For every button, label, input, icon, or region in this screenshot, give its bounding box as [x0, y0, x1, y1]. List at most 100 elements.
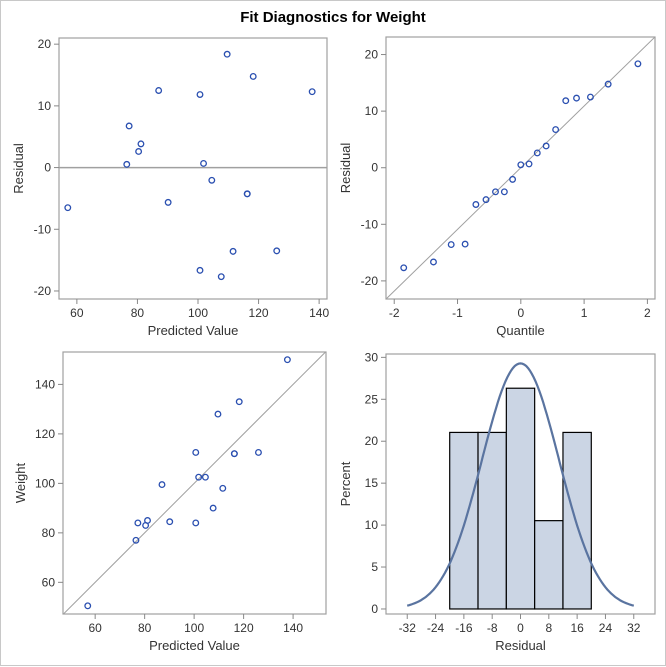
data-point — [249, 72, 257, 80]
chart-title: Fit Diagnostics for Weight — [240, 9, 426, 26]
data-point — [192, 448, 200, 456]
y-tick-label: 25 — [365, 392, 379, 406]
y-axis-label: Residual — [11, 143, 26, 194]
y-axis-label: Weight — [13, 463, 28, 504]
x-tick-label: -2 — [389, 306, 400, 320]
plot-panel-4: -32 -24 -16 -8 0 8 16 24 32 0 5 10 15 20 25 30 Residual P… — [338, 350, 656, 653]
x-tick-label: 24 — [599, 621, 613, 635]
y-tick-label: 0 — [371, 602, 378, 616]
normal-density-curve — [406, 362, 635, 607]
x-tick-label: -8 — [487, 621, 498, 635]
x-tick-label: 0 — [517, 621, 524, 635]
data-point — [196, 91, 204, 98]
x-tick-label: 120 — [234, 621, 254, 635]
data-point — [135, 148, 143, 155]
data-point — [500, 188, 508, 196]
data-point — [144, 517, 151, 524]
x-axis-label: Predicted Value — [148, 323, 239, 338]
data-point — [208, 176, 216, 184]
data-point — [586, 93, 594, 101]
x-tick-label: 80 — [131, 306, 145, 320]
x-tick-label: 140 — [309, 306, 329, 320]
data-point — [201, 473, 209, 481]
data-point — [482, 196, 490, 204]
x-tick-label: 1 — [581, 306, 588, 320]
x-tick-label: 60 — [70, 306, 84, 320]
x-tick-label: 80 — [138, 621, 152, 635]
data-point — [525, 160, 533, 168]
data-point — [461, 240, 469, 248]
x-tick-label: 100 — [184, 621, 204, 635]
y-tick-label: 30 — [365, 350, 379, 364]
data-point — [273, 247, 281, 255]
y-tick-label: 15 — [365, 476, 379, 490]
data-point — [223, 50, 231, 58]
y-tick-label: -20 — [34, 284, 52, 298]
data-point — [634, 60, 642, 68]
x-tick-label: 60 — [88, 621, 102, 635]
y-tick-label: 20 — [365, 434, 379, 448]
x-tick-label: 16 — [570, 621, 584, 635]
data-point — [217, 273, 225, 281]
y-tick-label: 140 — [35, 377, 55, 391]
y-tick-label: -10 — [34, 222, 52, 236]
x-tick-label: 100 — [188, 306, 208, 320]
y-tick-label: 10 — [365, 104, 379, 118]
data-point — [472, 201, 480, 208]
x-axis-label: Predicted Value — [149, 638, 240, 653]
data-point — [517, 161, 525, 169]
data-point — [219, 484, 227, 492]
data-point — [123, 160, 131, 168]
data-point — [196, 266, 204, 274]
x-tick-label: 8 — [545, 621, 552, 635]
y-tick-label: 20 — [365, 48, 379, 62]
data-point — [158, 481, 166, 489]
data-point — [308, 88, 316, 96]
histogram-bar — [534, 520, 564, 610]
y-tick-label: 100 — [35, 476, 55, 490]
y-tick-label: -20 — [361, 274, 379, 288]
data-point — [542, 142, 550, 150]
histogram-bar — [449, 431, 479, 610]
x-tick-label: -1 — [452, 306, 463, 320]
x-axis-label: Residual — [495, 638, 546, 653]
y-tick-label: 80 — [42, 526, 56, 540]
y-tick-label: -10 — [361, 217, 379, 231]
y-tick-label: 10 — [365, 518, 379, 532]
data-point — [195, 473, 203, 481]
data-point — [125, 122, 133, 130]
data-point — [283, 356, 291, 364]
x-tick-label: -24 — [427, 621, 445, 635]
data-point — [492, 188, 499, 196]
data-point — [604, 80, 612, 88]
plot-panel-1: 60 80 100 120 140 -20 -10 0 10 20 Predicted Value R… — [11, 37, 329, 338]
data-point — [164, 198, 172, 206]
histogram-bar — [477, 431, 507, 610]
y-tick-label: 0 — [371, 161, 378, 175]
y-tick-label: 120 — [35, 427, 55, 441]
x-tick-label: 140 — [283, 621, 303, 635]
data-point — [192, 519, 200, 527]
data-point — [166, 518, 174, 526]
data-point — [84, 602, 92, 610]
data-point — [533, 149, 541, 157]
y-tick-label: 0 — [44, 161, 51, 175]
data-point — [447, 241, 455, 249]
x-axis-label: Quantile — [496, 323, 544, 338]
data-point — [230, 450, 238, 458]
data-point — [562, 97, 570, 105]
y-axis-label: Percent — [338, 461, 353, 506]
x-tick-label: -32 — [399, 621, 417, 635]
data-point — [235, 398, 243, 406]
y-axis-label: Residual — [338, 143, 353, 194]
data-point — [552, 126, 560, 134]
identity-reference-line — [63, 352, 326, 614]
y-tick-label: 10 — [38, 99, 52, 113]
x-tick-label: 2 — [644, 306, 651, 320]
histogram-bar — [505, 387, 536, 610]
data-point — [209, 504, 217, 512]
plot-panel-3: 60 80 100 120 140 60 80 100 120 140 Predicted Valu… — [13, 351, 327, 653]
